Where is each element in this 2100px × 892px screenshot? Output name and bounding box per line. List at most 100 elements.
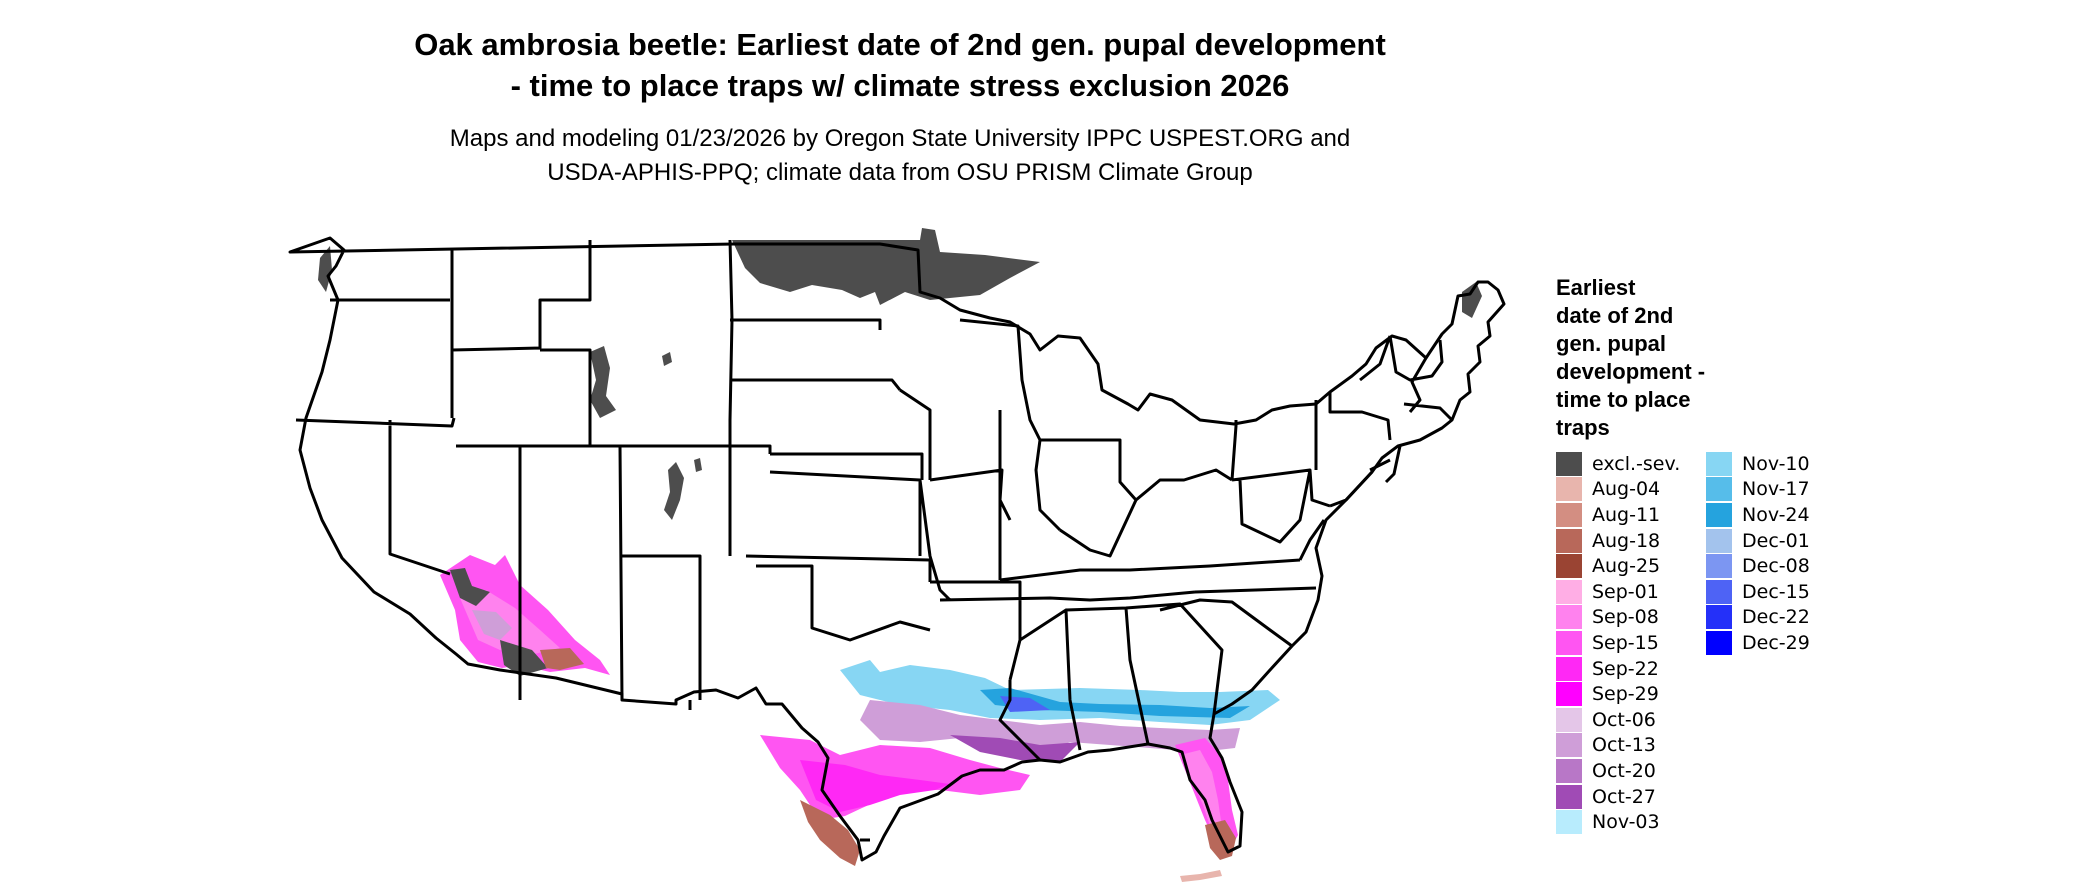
legend-swatch	[1556, 656, 1582, 681]
legend-item: Sep-08	[1556, 605, 1680, 631]
map-subtitle-line-2: USDA-APHIS-PPQ; climate data from OSU PR…	[547, 159, 1253, 186]
legend-swatch	[1556, 707, 1582, 732]
legend-swatch	[1706, 477, 1732, 502]
legend-label: Sep-29	[1592, 683, 1659, 706]
legend-item: Nov-03	[1556, 809, 1680, 835]
fill-region-desert-southwest	[440, 555, 610, 675]
legend-item: Dec-08	[1706, 553, 1810, 579]
legend-title-line: Earliest	[1556, 275, 1636, 300]
legend-label: Oct-06	[1592, 708, 1656, 731]
legend-swatch	[1556, 630, 1582, 655]
legend-label: Dec-15	[1742, 580, 1810, 603]
excluded-area-desert-southwest-b	[500, 640, 548, 676]
fill-region-gulf-blue-band-c	[1000, 696, 1050, 712]
legend-swatch	[1556, 682, 1582, 707]
legend-item: Sep-15	[1556, 630, 1680, 656]
legend-item: Oct-20	[1556, 758, 1680, 784]
legend-label: Aug-18	[1592, 529, 1661, 552]
legend-swatch	[1706, 528, 1732, 553]
legend-label: Sep-15	[1592, 631, 1659, 654]
legend-item: Dec-01	[1706, 528, 1810, 554]
legend-label: Sep-08	[1592, 606, 1659, 629]
legend-item: excl.-sev.	[1556, 451, 1680, 477]
excluded-area-wyoming	[590, 346, 616, 418]
legend-swatch	[1556, 758, 1582, 783]
legend-item: Sep-22	[1556, 656, 1680, 682]
legend-swatch	[1706, 579, 1732, 604]
legend-item: Oct-06	[1556, 707, 1680, 733]
state-borders	[288, 236, 1506, 862]
map-title-line-1: Oak ambrosia beetle: Earliest date of 2n…	[414, 27, 1386, 62]
model-result-fills	[318, 228, 1482, 882]
excluded-area-colorado	[664, 462, 684, 520]
map-title: Oak ambrosia beetle: Earliest date of 2n…	[310, 24, 1490, 106]
legend-label: Sep-01	[1592, 580, 1659, 603]
legend-swatch	[1556, 810, 1582, 835]
fill-region-florida-keys	[1180, 870, 1222, 882]
excluded-area-wyoming-b	[662, 352, 672, 366]
legend-title: Earliest date of 2nd gen. pupal development…	[1556, 274, 1756, 442]
excluded-area-colorado-b	[694, 458, 702, 472]
state-lines	[295, 239, 1454, 842]
map-title-line-2: - time to place traps w/ climate stress …	[510, 68, 1290, 103]
legend-item: Nov-17	[1706, 477, 1810, 503]
legend-label: Nov-24	[1742, 503, 1810, 526]
fill-region-arizona-brown	[540, 648, 584, 670]
legend-label: excl.-sev.	[1592, 452, 1681, 475]
fill-region-florida-pink	[1180, 750, 1222, 832]
legend-swatch	[1706, 554, 1732, 579]
legend-label: Aug-25	[1592, 555, 1661, 578]
fill-region-gulf-blue-band-b	[980, 688, 1250, 718]
legend-item: Aug-04	[1556, 477, 1680, 503]
map-subtitle: Maps and modeling 01/23/2026 by Oregon S…	[310, 122, 1490, 190]
legend-item: Aug-25	[1556, 553, 1680, 579]
legend-item: Nov-10	[1706, 451, 1810, 477]
fill-region-desert-southwest-b	[460, 590, 560, 655]
map-subtitle-line-1: Maps and modeling 01/23/2026 by Oregon S…	[449, 125, 1351, 152]
legend-label: Sep-22	[1592, 657, 1659, 680]
legend-swatch	[1706, 451, 1732, 476]
legend-swatch	[1556, 784, 1582, 809]
legend-swatch	[1556, 554, 1582, 579]
legend-label: Oct-13	[1592, 734, 1656, 757]
legend-item: Dec-22	[1706, 605, 1810, 631]
legend-item: Sep-01	[1556, 579, 1680, 605]
legend-item: Aug-11	[1556, 502, 1680, 528]
legend-title-line: gen. pupal	[1556, 331, 1666, 356]
legend-item: Dec-15	[1706, 579, 1810, 605]
legend-item: Dec-29	[1706, 630, 1810, 656]
legend-swatch	[1556, 605, 1582, 630]
legend-item: Oct-27	[1556, 784, 1680, 810]
legend-swatch	[1706, 630, 1732, 655]
legend-column-2: Nov-10 Nov-17 Nov-24 Dec-01 Dec-08 Dec-15 Dec-…	[1706, 451, 1810, 656]
legend-swatch	[1556, 733, 1582, 758]
legend-swatch	[1556, 528, 1582, 553]
legend-label: Dec-29	[1742, 631, 1810, 654]
legend-label: Dec-08	[1742, 555, 1810, 578]
legend-title-line: development -	[1556, 359, 1706, 384]
legend-label: Oct-20	[1592, 759, 1656, 782]
excluded-area-upper-midwest	[732, 228, 1040, 305]
legend-title-line: time to place	[1556, 387, 1691, 412]
legend-column-1: excl.-sev. Aug-04 Aug-11 Aug-18 Aug-25 Sep-01…	[1556, 451, 1680, 835]
legend-label: Aug-04	[1592, 478, 1661, 501]
legend-label: Dec-01	[1742, 529, 1810, 552]
legend-label: Dec-22	[1742, 606, 1810, 629]
legend-label: Aug-11	[1592, 503, 1661, 526]
fill-region-texas-brown	[800, 800, 860, 866]
legend-swatch	[1556, 502, 1582, 527]
fill-region-texas-pink	[800, 760, 950, 812]
legend-item: Aug-18	[1556, 528, 1680, 554]
fill-region-desert-southwest-c	[472, 610, 512, 640]
fill-region-gulf-purple-band	[860, 700, 1240, 755]
legend-swatch	[1556, 579, 1582, 604]
fill-region-gulf-purple-band-b	[950, 735, 1080, 762]
legend-item: Sep-29	[1556, 681, 1680, 707]
legend-label: Nov-03	[1592, 811, 1660, 834]
legend-swatch	[1706, 502, 1732, 527]
legend-title-line: traps	[1556, 415, 1610, 440]
legend-label: Oct-27	[1592, 785, 1656, 808]
legend-swatch	[1706, 605, 1732, 630]
legend-swatch	[1556, 451, 1582, 476]
